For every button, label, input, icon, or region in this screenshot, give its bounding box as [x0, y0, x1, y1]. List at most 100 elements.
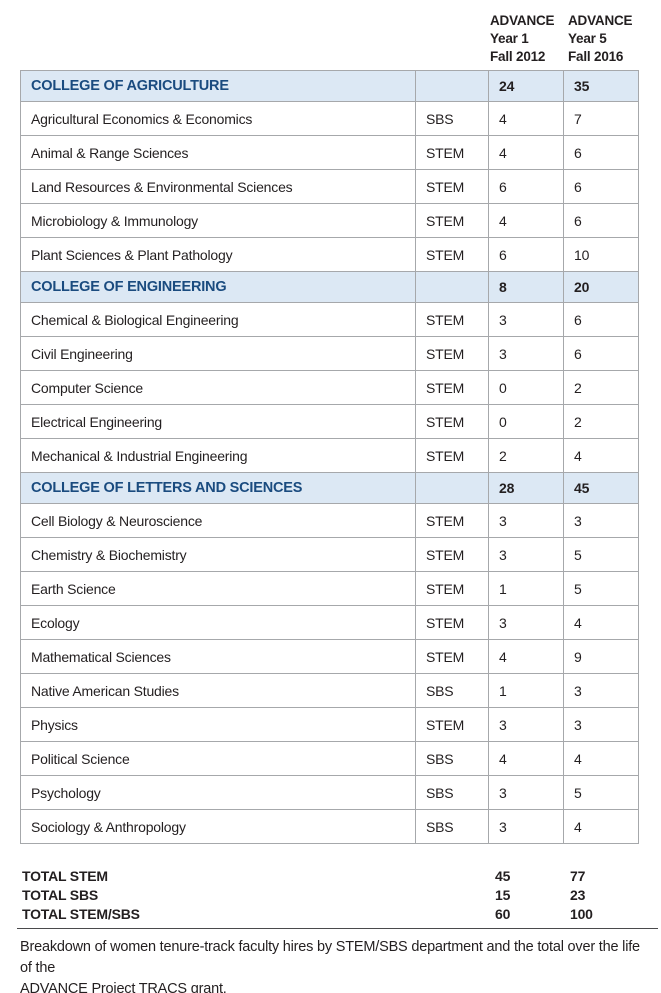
category-cell: STEM — [415, 404, 489, 439]
department-name-cell: Psychology — [20, 775, 416, 810]
total-label: TOTAL STEM — [22, 867, 108, 884]
year1-value-cell: 3 — [488, 605, 564, 640]
department-row: Civil Engineering STEM 3 6 — [20, 336, 639, 371]
year1-value-cell: 8 — [488, 271, 564, 303]
department-row: Electrical Engineering STEM 0 2 — [20, 404, 639, 439]
year1-value-cell: 1 — [488, 673, 564, 708]
total-label: TOTAL SBS — [22, 886, 98, 903]
department-name-cell: Microbiology & Immunology — [20, 203, 416, 238]
department-name-cell: Native American Studies — [20, 673, 416, 708]
category-cell: STEM — [415, 302, 489, 337]
category-cell: STEM — [415, 336, 489, 371]
year5-value-cell: 5 — [563, 537, 639, 572]
year1-value-cell: 2 — [488, 438, 564, 473]
college-name-cell: COLLEGE OF LETTERS AND SCIENCES — [20, 472, 416, 504]
department-row: Cell Biology & Neuroscience STEM 3 3 — [20, 503, 639, 538]
year1-value-cell: 3 — [488, 336, 564, 371]
department-row: Plant Sciences & Plant Pathology STEM 6 10 — [20, 237, 639, 272]
department-row: Agricultural Economics & Economics SBS 4 7 — [20, 101, 639, 136]
department-name-cell: Animal & Range Sciences — [20, 135, 416, 170]
year1-value-cell: 0 — [488, 370, 564, 405]
category-cell: STEM — [415, 370, 489, 405]
department-name-cell: Earth Science — [20, 571, 416, 606]
department-row: Mathematical Sciences STEM 4 9 — [20, 639, 639, 674]
college-section-row: COLLEGE OF LETTERS AND SCIENCES 28 45 — [20, 472, 639, 504]
year5-value-cell: 3 — [563, 503, 639, 538]
department-row: Psychology SBS 3 5 — [20, 775, 639, 810]
year5-value-cell: 7 — [563, 101, 639, 136]
year1-value-cell: 1 — [488, 571, 564, 606]
category-cell: SBS — [415, 775, 489, 810]
department-name-cell: Physics — [20, 707, 416, 742]
year1-value-cell: 4 — [488, 741, 564, 776]
year5-value-cell: 9 — [563, 639, 639, 674]
category-cell: SBS — [415, 741, 489, 776]
category-cell: STEM — [415, 571, 489, 606]
department-name-cell: Sociology & Anthropology — [20, 809, 416, 844]
college-name-cell: COLLEGE OF ENGINEERING — [20, 271, 416, 303]
year1-value-cell: 3 — [488, 809, 564, 844]
column-header-line: ADVANCE — [568, 13, 633, 28]
year1-value-cell: 4 — [488, 639, 564, 674]
total-row: TOTAL STEM/SBS 60 100 — [20, 904, 638, 923]
year5-value-cell: 3 — [563, 673, 639, 708]
department-row: Chemical & Biological Engineering STEM 3 6 — [20, 302, 639, 337]
year5-value-cell: 4 — [563, 605, 639, 640]
column-header-advance-year5: ADVANCE Year 5 Fall 2016 — [568, 12, 633, 66]
faculty-hires-table: COLLEGE OF AGRICULTURE 24 35 Agricultural E… — [20, 70, 639, 844]
column-header-advance-year1: ADVANCE Year 1 Fall 2012 — [490, 12, 555, 66]
category-cell: STEM — [415, 639, 489, 674]
total-year5-value: 77 — [570, 867, 586, 884]
year5-value-cell: 6 — [563, 203, 639, 238]
department-name-cell: Civil Engineering — [20, 336, 416, 371]
category-cell: STEM — [415, 135, 489, 170]
department-row: Physics STEM 3 3 — [20, 707, 639, 742]
year1-value-cell: 3 — [488, 775, 564, 810]
year5-value-cell: 10 — [563, 237, 639, 272]
category-cell: STEM — [415, 203, 489, 238]
college-section-row: COLLEGE OF ENGINEERING 8 20 — [20, 271, 639, 303]
year1-value-cell: 0 — [488, 404, 564, 439]
category-cell: SBS — [415, 809, 489, 844]
year5-value-cell: 2 — [563, 370, 639, 405]
total-year1-value: 60 — [495, 905, 511, 922]
department-row: Land Resources & Environmental Sciences S… — [20, 169, 639, 204]
department-row: Earth Science STEM 1 5 — [20, 571, 639, 606]
totals-block: TOTAL STEM 45 77 TOTAL SBS 15 23 TOTAL STEM/SB… — [20, 866, 638, 923]
year5-value-cell: 6 — [563, 135, 639, 170]
column-header-line: Year 1 — [490, 31, 529, 46]
department-name-cell: Plant Sciences & Plant Pathology — [20, 237, 416, 272]
total-year1-value: 15 — [495, 886, 511, 903]
department-name-cell: Mathematical Sciences — [20, 639, 416, 674]
category-cell: STEM — [415, 237, 489, 272]
total-row: TOTAL SBS 15 23 — [20, 885, 638, 904]
category-cell: STEM — [415, 605, 489, 640]
college-section-row: COLLEGE OF AGRICULTURE 24 35 — [20, 70, 639, 102]
year5-value-cell: 5 — [563, 571, 639, 606]
year5-value-cell: 6 — [563, 169, 639, 204]
department-row: Microbiology & Immunology STEM 4 6 — [20, 203, 639, 238]
column-header-line: Fall 2016 — [568, 49, 624, 64]
year1-value-cell: 6 — [488, 169, 564, 204]
year1-value-cell: 4 — [488, 101, 564, 136]
year1-value-cell: 28 — [488, 472, 564, 504]
department-name-cell: Chemical & Biological Engineering — [20, 302, 416, 337]
year5-value-cell: 4 — [563, 809, 639, 844]
total-year5-value: 100 — [570, 905, 593, 922]
category-cell — [415, 271, 489, 303]
total-label: TOTAL STEM/SBS — [22, 905, 140, 922]
year5-value-cell: 2 — [563, 404, 639, 439]
category-cell — [415, 70, 489, 102]
figure-caption: Breakdown of women tenure-track faculty … — [20, 937, 650, 993]
department-row: Animal & Range Sciences STEM 4 6 — [20, 135, 639, 170]
department-name-cell: Land Resources & Environmental Sciences — [20, 169, 416, 204]
year5-value-cell: 5 — [563, 775, 639, 810]
year1-value-cell: 4 — [488, 135, 564, 170]
category-cell: STEM — [415, 438, 489, 473]
department-row: Political Science SBS 4 4 — [20, 741, 639, 776]
year1-value-cell: 3 — [488, 302, 564, 337]
college-name-cell: COLLEGE OF AGRICULTURE — [20, 70, 416, 102]
year5-value-cell: 4 — [563, 438, 639, 473]
department-name-cell: Computer Science — [20, 370, 416, 405]
